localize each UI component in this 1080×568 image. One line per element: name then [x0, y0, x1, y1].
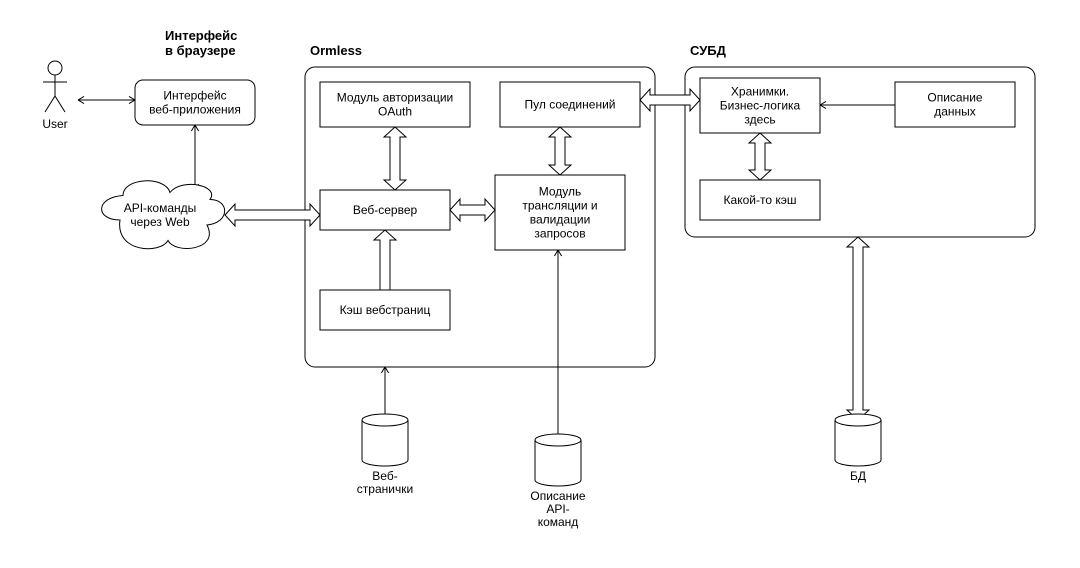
actor-label: User: [42, 117, 67, 131]
svg-text:веб-приложения: веб-приложения: [149, 103, 241, 117]
svg-text:Пул соединений: Пул соединений: [525, 98, 616, 112]
svg-text:API-: API-: [546, 502, 569, 516]
svg-text:Кэш вебстраниц: Кэш вебстраниц: [340, 303, 431, 317]
svg-text:Веб-сервер: Веб-сервер: [353, 203, 418, 217]
svg-text:здесь: здесь: [744, 113, 775, 127]
svg-text:Хранимки.: Хранимки.: [731, 85, 789, 99]
svg-text:команд: команд: [538, 515, 579, 529]
svg-text:странички: странички: [357, 482, 413, 496]
svg-text:запросов: запросов: [534, 227, 585, 241]
db-cylinder: [835, 420, 881, 466]
svg-text:Модуль авторизации: Модуль авторизации: [337, 91, 454, 105]
web_pages-cylinder: [362, 420, 408, 466]
svg-text:через Web: через Web: [130, 215, 190, 229]
svg-text:Бизнес-логика: Бизнес-логика: [720, 99, 801, 113]
svg-text:Веб-: Веб-: [372, 469, 397, 483]
svg-text:валидации: валидации: [530, 213, 591, 227]
svg-text:Модуль: Модуль: [539, 185, 582, 199]
title-dbms: СУБД: [690, 43, 727, 58]
title-ormless: Ormless: [310, 43, 362, 58]
svg-text:Какой-то кэш: Какой-то кэш: [724, 193, 797, 207]
svg-text:БД: БД: [850, 469, 866, 483]
svg-text:Описание: Описание: [530, 489, 586, 503]
svg-text:трансляции и: трансляции и: [522, 199, 597, 213]
svg-text:Описание: Описание: [927, 91, 983, 105]
svg-text:API-команды: API-команды: [124, 201, 197, 215]
svg-text:OAuth: OAuth: [378, 105, 412, 119]
svg-text:Интерфейс: Интерфейс: [163, 89, 226, 103]
architecture-diagram: Интерфейсв браузереOrmlessСУБДUserИнтерф…: [0, 0, 1080, 568]
title-browser: в браузере: [165, 43, 236, 58]
title-browser: Интерфейс: [165, 28, 237, 43]
svg-text:данных: данных: [934, 105, 976, 119]
api_desc-cylinder: [535, 440, 581, 486]
